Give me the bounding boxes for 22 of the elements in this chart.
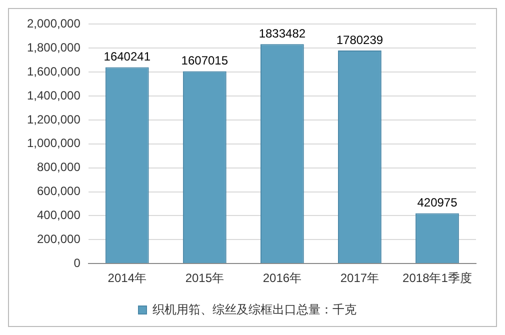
y-tick-label: 0 (74, 256, 81, 270)
x-tick-label: 2017年 (340, 271, 380, 286)
y-tick-label: 1,600,000 (26, 64, 81, 78)
y-tick-label: 200,000 (36, 232, 81, 246)
y-tick-label: 2,000,000 (26, 16, 81, 31)
x-tick-label: 2018年1季度 (402, 271, 472, 286)
data-label: 1607015 (181, 54, 228, 68)
data-label: 420975 (417, 196, 458, 210)
data-label: 1780239 (336, 32, 384, 47)
x-tick-label: 2015年 (185, 271, 224, 286)
x-tick-label: 2016年 (262, 271, 302, 286)
y-tick-label: 1,800,000 (26, 40, 81, 54)
y-tick-label: 600,000 (36, 184, 81, 198)
x-tick-label: 2014年 (108, 271, 146, 286)
data-label: 1640241 (104, 50, 151, 64)
y-tick-label: 1,200,000 (26, 112, 81, 126)
y-tick-label: 1,000,000 (26, 136, 81, 150)
legend-label: 织机用筘、综丝及综框出口总量：千克 (152, 302, 356, 316)
y-tick-label: 800,000 (36, 160, 81, 174)
y-tick-label: 400,000 (36, 208, 81, 222)
y-tick-label: 1,400,000 (26, 88, 81, 102)
data-label: 1833482 (258, 26, 306, 40)
